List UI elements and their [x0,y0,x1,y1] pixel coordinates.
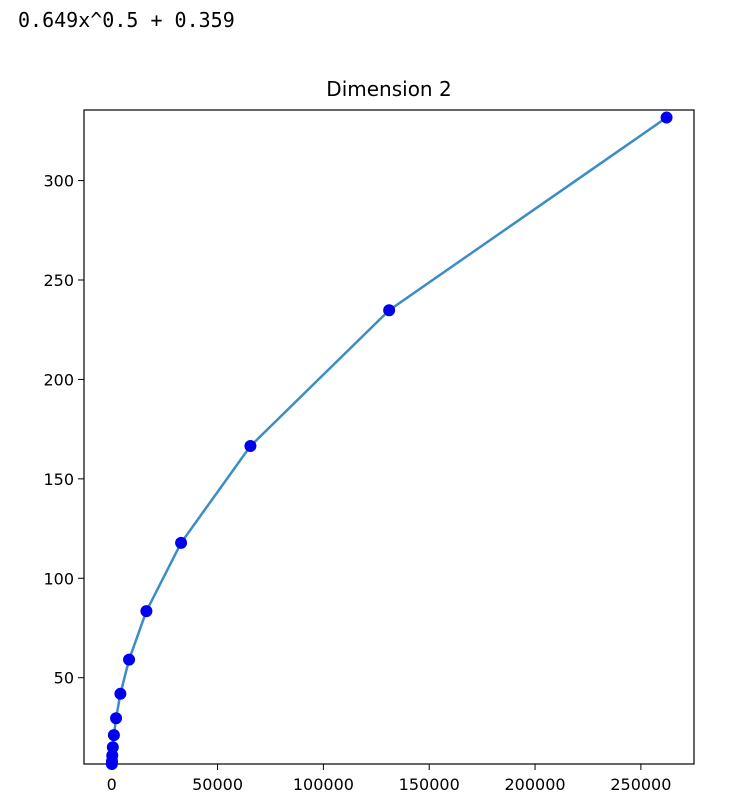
data-point [106,741,119,754]
data-point [175,536,188,549]
data-point [660,111,673,124]
x-tick-label: 250000 [610,775,671,794]
formula-output: 0.649x^0.5 + 0.359 [18,8,235,32]
data-point [114,687,127,700]
y-tick-label: 300 [43,172,74,191]
x-axis: 0 50000 100000 150000 200000 250000 [107,764,671,794]
data-point [110,712,123,725]
data-point [123,653,136,666]
y-tick-label: 250 [43,271,74,290]
y-tick-label: 100 [43,569,74,588]
y-tick-label: 50 [54,669,74,688]
x-tick-label: 100000 [293,775,354,794]
y-axis: 50 100 150 200 250 300 [43,172,84,688]
y-tick-label: 150 [43,470,74,489]
x-tick-label: 200000 [505,775,566,794]
x-tick-label: 50000 [192,775,243,794]
data-points [105,111,673,770]
data-point [107,729,120,742]
chart-title: Dimension 2 [326,77,451,101]
x-tick-label: 0 [107,775,117,794]
data-point [140,605,153,618]
x-tick-label: 150000 [399,775,460,794]
data-point [244,440,257,453]
y-tick-label: 200 [43,370,74,389]
plot-frame [83,109,695,765]
series-line [110,116,668,765]
data-point [383,304,396,317]
